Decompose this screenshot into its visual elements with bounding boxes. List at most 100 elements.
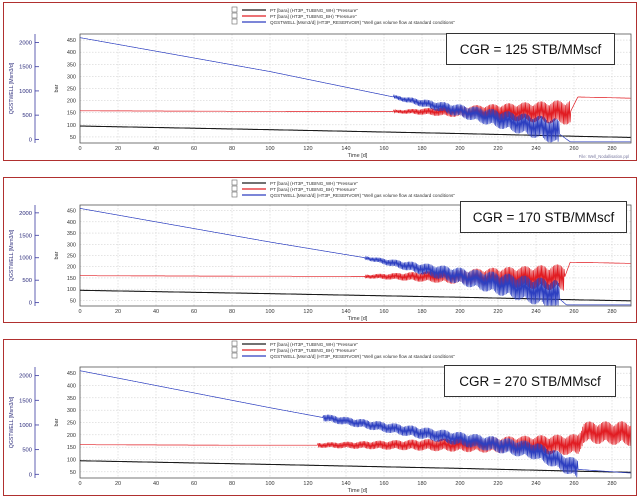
rate-tick-label: 1000 <box>19 256 32 262</box>
legend-entry: PT [bara] (HT3P_TUBING_WH) "Pressure" <box>270 342 358 347</box>
cgr-label-box: CGR = 270 STB/MMscf <box>444 365 616 397</box>
x-tick-label: 200 <box>455 309 464 315</box>
x-tick-label: 100 <box>265 146 274 152</box>
legend-checkbox <box>231 352 238 359</box>
pressure-tick-label: 450 <box>67 38 76 44</box>
x-tick-label: 40 <box>153 481 159 487</box>
x-tick-label: 220 <box>493 146 502 152</box>
x-axis-label: Time [d] <box>348 153 368 159</box>
chart-svg: PT [bara] (HT3P_TUBING_WH) "Pressure"PT … <box>9 340 632 494</box>
x-axis-label: Time [d] <box>348 316 368 322</box>
pressure-tick-label: 300 <box>67 242 76 248</box>
pressure-axis-label: bar <box>54 251 60 259</box>
rate-tick-label: 1500 <box>19 233 32 239</box>
pressure-tick-label: 50 <box>70 135 76 141</box>
pressure-tick-label: 300 <box>67 74 76 80</box>
x-tick-label: 20 <box>115 481 121 487</box>
pressure-tick-label: 400 <box>67 220 76 226</box>
x-tick-label: 60 <box>191 146 197 152</box>
rate-axis-label: QGSTWELL [Msm3/d] <box>9 229 15 281</box>
series-line-gas-rate <box>79 370 631 478</box>
rate-axis-label: QGSTWELL [Msm3/d] <box>9 396 15 448</box>
rate-tick-label: 1500 <box>19 398 32 404</box>
pressure-tick-label: 450 <box>67 371 76 377</box>
x-tick-label: 220 <box>493 309 502 315</box>
pressure-tick-label: 200 <box>67 433 76 439</box>
pressure-tick-label: 100 <box>67 458 76 464</box>
legend-entry: QGSTWELL [Msm3/d] (HT3P_RESERVOIR) "Well… <box>270 20 455 25</box>
x-tick-label: 280 <box>607 146 616 152</box>
x-tick-label: 200 <box>455 481 464 487</box>
x-tick-label: 20 <box>115 146 121 152</box>
pressure-tick-label: 350 <box>67 396 76 402</box>
pressure-tick-label: 300 <box>67 408 76 414</box>
x-tick-label: 240 <box>531 146 540 152</box>
x-tick-label: 40 <box>153 146 159 152</box>
pressure-tick-label: 150 <box>67 111 76 117</box>
pressure-tick-label: 250 <box>67 254 76 260</box>
x-tick-label: 280 <box>607 309 616 315</box>
x-tick-label: 140 <box>341 309 350 315</box>
legend-checkbox <box>231 179 238 186</box>
x-tick-label: 40 <box>153 309 159 315</box>
x-tick-label: 180 <box>417 481 426 487</box>
pressure-tick-label: 350 <box>67 231 76 237</box>
x-tick-label: 260 <box>569 146 578 152</box>
x-tick-label: 260 <box>569 481 578 487</box>
x-tick-label: 280 <box>607 481 616 487</box>
pressure-tick-label: 200 <box>67 265 76 271</box>
legend-checkbox <box>231 340 238 347</box>
x-tick-label: 240 <box>531 481 540 487</box>
pressure-tick-label: 100 <box>67 123 76 129</box>
legend-checkbox <box>231 346 238 353</box>
x-tick-label: 160 <box>379 146 388 152</box>
chart-svg: PT [bara] (HT3P_TUBING_WH) "Pressure"PT … <box>9 179 632 322</box>
legend-entry: QGSTWELL [Msm3/d] (HT3P_RESERVOIR) "Well… <box>270 354 455 359</box>
series-line-bottomhole-pressure <box>80 421 631 456</box>
pressure-tick-label: 200 <box>67 99 76 105</box>
legend-checkbox <box>231 191 238 198</box>
legend-entry: PT [bara] (HT3P_TUBING_BH) "Pressure" <box>270 348 357 353</box>
series-line-gas-rate <box>79 37 631 143</box>
x-tick-label: 0 <box>78 146 81 152</box>
legend-entry: PT [bara] (HT3P_TUBING_BH) "Pressure" <box>270 14 357 19</box>
series-line-wellhead-pressure <box>79 125 631 138</box>
x-tick-label: 100 <box>265 309 274 315</box>
footer-note: File: Well_Nodallisation.ppl <box>579 154 629 159</box>
x-tick-label: 0 <box>78 309 81 315</box>
rate-tick-label: 2000 <box>19 211 32 217</box>
pressure-tick-label: 50 <box>70 298 76 304</box>
plot-frame <box>79 33 632 144</box>
x-axis-label: Time [d] <box>348 488 368 494</box>
chart-panel-cgr-270: PT [bara] (HT3P_TUBING_WH) "Pressure" PT … <box>3 339 637 496</box>
legend-entry: PT [bara] (HT3P_TUBING_WH) "Pressure" <box>270 181 358 186</box>
rate-tick-label: 1000 <box>19 423 32 429</box>
x-tick-label: 160 <box>379 481 388 487</box>
pressure-tick-label: 50 <box>70 470 76 476</box>
legend-checkbox <box>231 12 238 19</box>
rate-tick-label: 0 <box>29 301 32 307</box>
rate-tick-label: 500 <box>22 278 32 284</box>
legend-entry: PT [bara] (HT3P_TUBING_BH) "Pressure" <box>270 187 357 192</box>
x-tick-label: 140 <box>341 481 350 487</box>
x-tick-label: 240 <box>531 309 540 315</box>
pressure-tick-label: 150 <box>67 445 76 451</box>
pressure-tick-label: 100 <box>67 287 76 293</box>
legend-entry: QGSTWELL [Msm3/d] (HT3P_RESERVOIR) "Well… <box>270 193 455 198</box>
x-tick-label: 80 <box>229 309 235 315</box>
legend-checkbox <box>231 6 238 13</box>
pressure-tick-label: 450 <box>67 209 76 215</box>
series-line-bottomhole-pressure <box>80 96 631 125</box>
series-line-bottomhole-pressure <box>80 261 631 291</box>
x-tick-label: 80 <box>229 481 235 487</box>
rate-tick-label: 2000 <box>19 40 32 46</box>
rate-tick-label: 500 <box>22 113 32 119</box>
pressure-tick-label: 350 <box>67 62 76 68</box>
rate-tick-label: 1500 <box>19 65 32 71</box>
rate-tick-label: 2000 <box>19 374 32 380</box>
legend-checkbox <box>231 185 238 192</box>
x-tick-label: 120 <box>303 146 312 152</box>
series-line-wellhead-pressure <box>80 289 631 302</box>
x-tick-label: 120 <box>303 481 312 487</box>
x-tick-label: 200 <box>455 146 464 152</box>
